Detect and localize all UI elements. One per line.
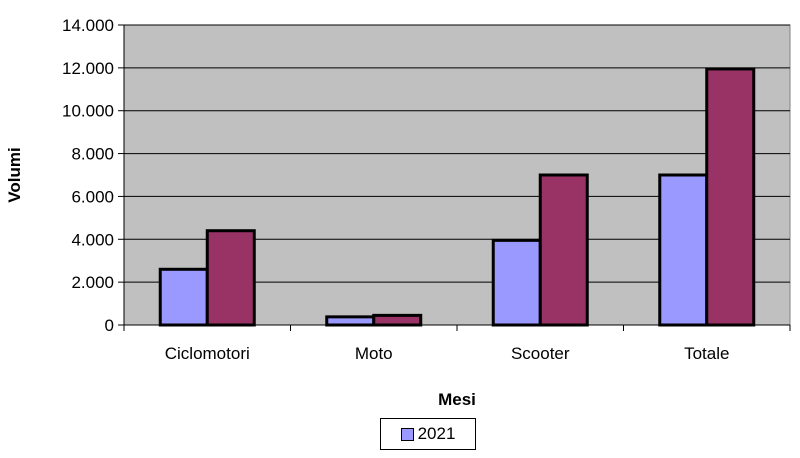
y-tick-label: 4.000 [71,230,114,249]
bar-moto-series-2 [372,313,423,327]
legend-label: 2021 [417,424,456,443]
y-tick-label: 12.000 [62,59,114,78]
y-tick-label: 14.000 [62,16,114,35]
bar-scooter-series-2 [538,173,589,327]
y-tick-label: 10.000 [62,102,114,121]
x-tick-label: Totale [684,344,729,363]
legend: 2021 [380,418,476,450]
x-tick-labels: Ciclomotori Moto Scooter Totale [165,344,730,363]
bar-ciclomotori-series-1 [158,267,209,327]
y-axis-title: Volumi [5,147,24,202]
bar-ciclomotori-series-2 [205,229,256,327]
y-tick-label: 0 [105,316,114,335]
bar-totale-series-2 [705,67,756,327]
x-tick-label: Ciclomotori [165,344,250,363]
y-tick-label: 8.000 [71,145,114,164]
bar-moto-series-1 [325,315,376,327]
axes [118,24,791,331]
bar-scooter-series-1 [491,238,542,327]
x-tick-label: Scooter [511,344,570,363]
x-tick-label: Moto [355,344,393,363]
bar-totale-series-1 [658,173,709,327]
legend-swatch [400,427,414,441]
bars [158,67,756,327]
y-tick-label: 6.000 [71,187,114,206]
y-tick-labels: 0 2.000 4.000 6.000 8.000 10.000 12.000 14.000 [62,16,114,335]
y-tick-label: 2.000 [71,273,114,292]
x-axis-title: Mesi [438,390,476,409]
